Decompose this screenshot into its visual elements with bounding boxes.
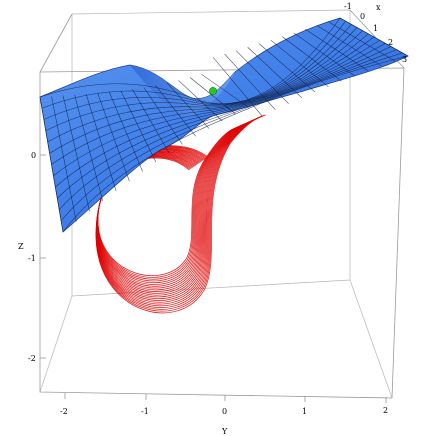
surface-mesh-line (328, 21, 395, 62)
surface-mesh-line (305, 29, 369, 72)
z-tick-2: -2 (28, 354, 36, 363)
surface-mesh-line (259, 43, 316, 93)
surface-mesh-line (166, 82, 210, 129)
surface-mesh-line (316, 25, 382, 67)
surface-mesh-line (178, 80, 223, 122)
surface-mesh-line (132, 89, 170, 154)
surface-mesh-line (53, 39, 380, 176)
surface-mesh-line (85, 94, 117, 192)
surface-mesh-line (201, 74, 249, 108)
manifold-surface (39, 17, 409, 233)
surface-mesh-line (189, 77, 236, 115)
x-axis: -1 0 1 2 3 x (344, 2, 407, 64)
surface-mesh-line (39, 96, 64, 233)
y-tick-0: -2 (60, 407, 68, 416)
x-tick-1: 0 (360, 12, 365, 21)
surface-mesh-line (339, 17, 409, 57)
surface-mesh-line (120, 90, 157, 163)
surface-mesh-line (51, 36, 375, 165)
surface-mesh-line (58, 49, 397, 210)
x-tick-2: 1 (373, 24, 378, 33)
surface-mesh-line (224, 53, 276, 110)
surface-mesh-line (60, 52, 403, 221)
surface-mesh-line (235, 50, 289, 104)
surface-mesh-line (51, 96, 77, 222)
surface-mesh-line (247, 47, 303, 99)
surface-mesh-line (155, 85, 196, 137)
surface-mesh-line (62, 55, 409, 233)
surface-mesh-line (293, 32, 356, 77)
x-tick-3: 2 (388, 38, 393, 47)
y-axis-label: Y (221, 427, 228, 436)
y-tick-1: -1 (141, 407, 149, 416)
z-axis-label: Z (18, 242, 24, 251)
surface-mesh-line (55, 43, 386, 188)
surface-mesh-line (270, 39, 329, 87)
z-tick-0: 0 (31, 151, 36, 160)
surface-mesh-line (143, 87, 183, 145)
z-axis: 0 -1 -2 Z (18, 151, 46, 363)
surface-mesh-line (41, 20, 346, 109)
y-tick-4: 2 (383, 406, 388, 415)
x-tick-4: 3 (402, 55, 407, 64)
z-tick-1: -1 (28, 254, 36, 263)
surface-mesh-line (282, 36, 342, 82)
surface-mesh-line (39, 17, 341, 105)
surface-mesh-line (108, 91, 143, 172)
y-tick-3: 1 (302, 407, 307, 416)
surface-mesh-line (74, 94, 104, 202)
x-tick-0: -1 (344, 2, 352, 11)
surface-mesh-line (49, 33, 369, 154)
surface-mesh-line (212, 57, 263, 117)
equilibrium-point (209, 87, 217, 95)
surface-mesh-line (97, 93, 130, 182)
surface-mesh-line (43, 24, 352, 120)
y-tick-2: 0 (222, 407, 227, 416)
x-axis-label: x (376, 3, 381, 12)
surface-mesh-line (57, 46, 392, 199)
y-axis: -2 -1 0 1 2 Y (60, 393, 388, 436)
surface-mesh-line (47, 30, 363, 143)
surface-mesh-line (62, 95, 90, 212)
